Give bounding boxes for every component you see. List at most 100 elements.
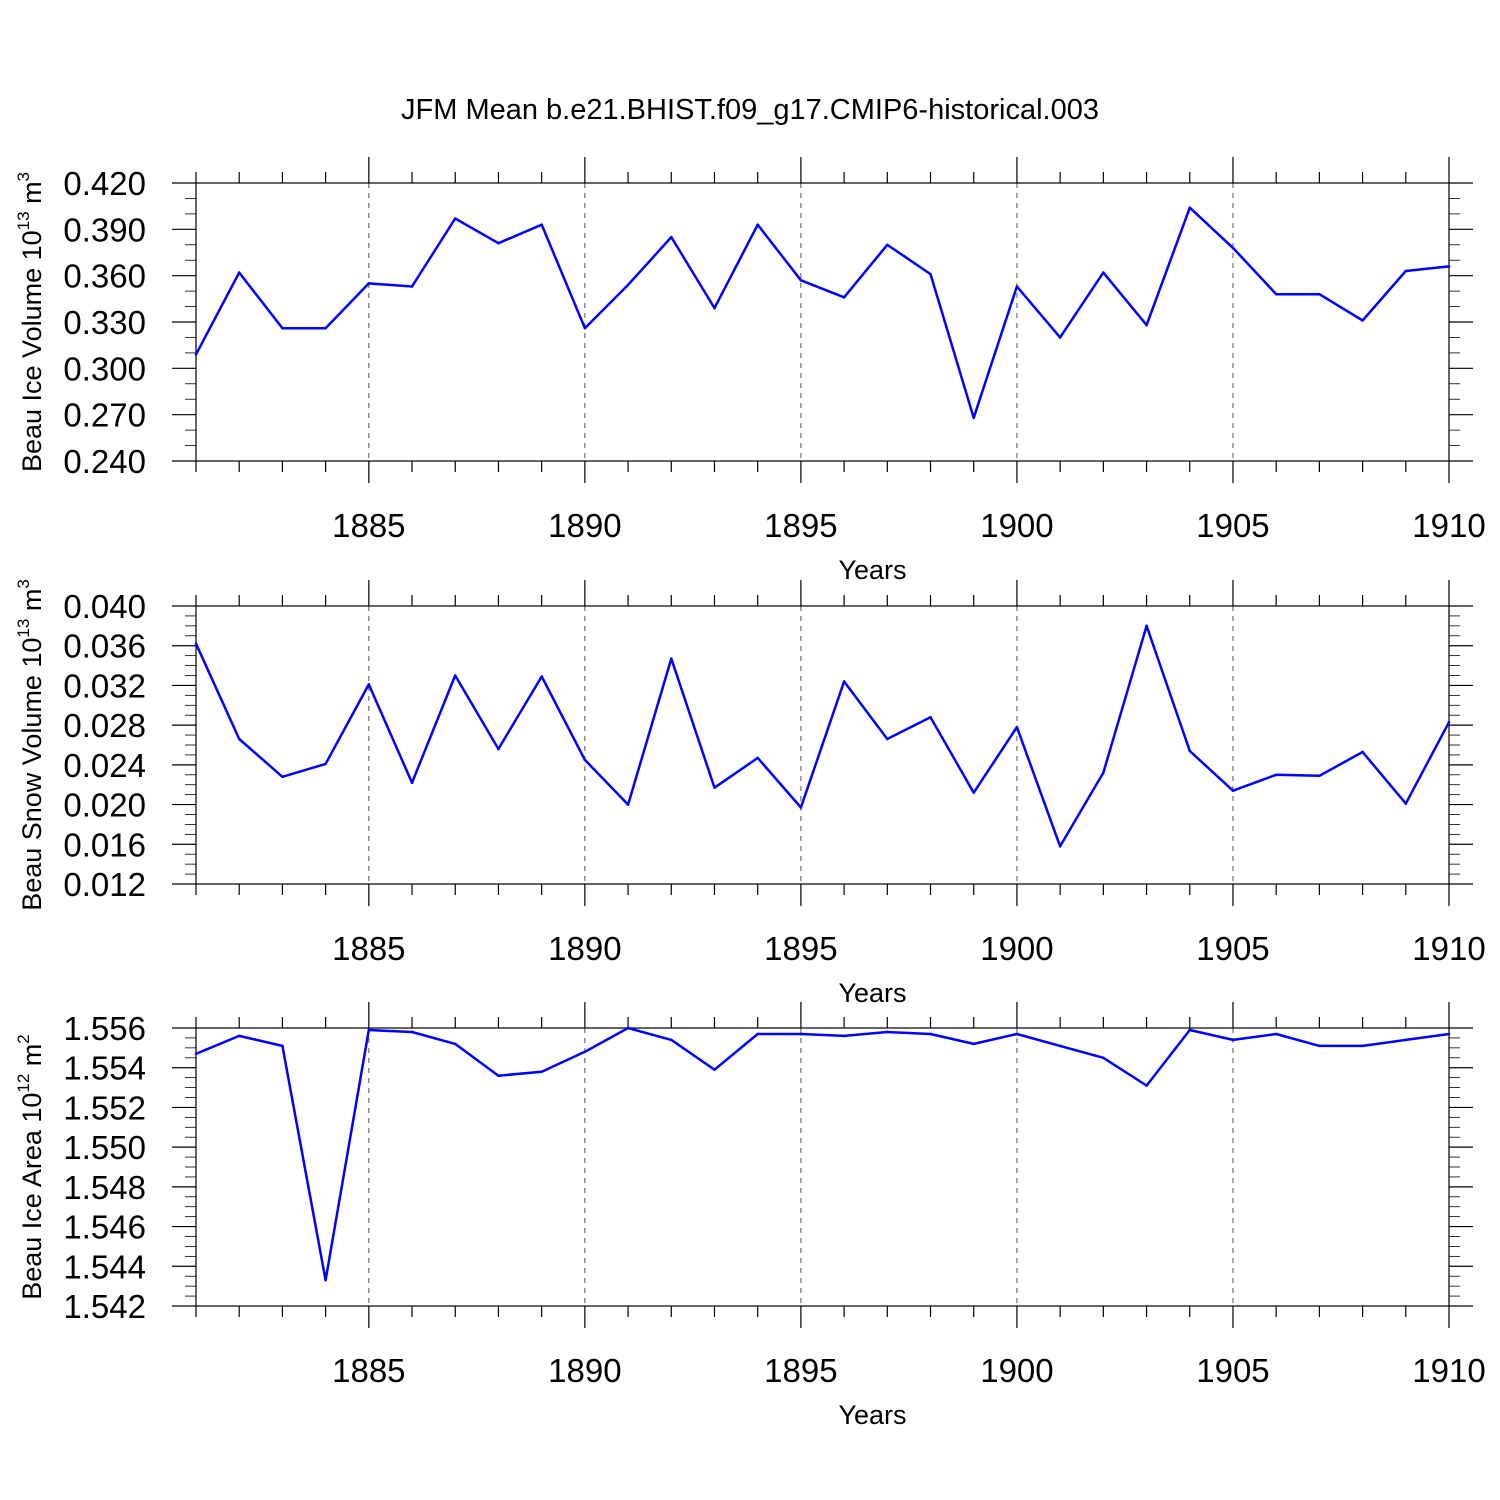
data-point [1102, 1056, 1105, 1060]
y-label-text: Beau Snow Volume 10 [17, 638, 47, 911]
data-point [1318, 774, 1321, 778]
x-axis-label: Years [838, 978, 906, 1008]
data-point [324, 1278, 327, 1282]
data-point [1274, 773, 1278, 777]
y-tick-label: 1.556 [63, 1010, 146, 1047]
data-point [1188, 206, 1192, 210]
x-tick-label: 1900 [980, 930, 1053, 967]
x-tick-label: 1905 [1196, 507, 1269, 544]
x-tick-label: 1890 [548, 507, 621, 544]
data-point [1145, 1084, 1148, 1087]
y-tick-label: 0.024 [63, 747, 146, 784]
data-point [1361, 1044, 1364, 1048]
y-label-text: Beau Ice Area 10 [17, 1093, 47, 1300]
chart-panel-snow-volume: 1885 1890 1895 1900 1905 1910Years0.0120.0160… [14, 579, 1486, 1008]
y-tick-label: 1.546 [63, 1209, 146, 1246]
x-tick-label: 1910 [1412, 507, 1485, 544]
data-point [410, 1030, 414, 1034]
x-tick-label: 1905 [1196, 930, 1269, 967]
x-tick-label: 1905 [1196, 1352, 1269, 1389]
series-line-ice-area [195, 1026, 1450, 1282]
data-point [713, 1068, 716, 1071]
data-point [1188, 749, 1192, 753]
y-tick-label: 0.020 [63, 787, 146, 824]
data-point [540, 675, 543, 678]
y-tick-label: 0.270 [63, 397, 146, 434]
data-point [1447, 1032, 1451, 1036]
y-tick-label: 0.300 [63, 350, 146, 387]
y-label-exponent: 13 [14, 619, 33, 638]
data-point [453, 674, 457, 677]
data-point [1188, 1028, 1192, 1032]
data-point [972, 416, 976, 420]
data-point [194, 642, 198, 646]
chart-panel-ice-volume: 1885 1890 1895 1900 1905 1910 Years 0.240 0.270 0… [14, 157, 1486, 585]
data-point [1274, 292, 1278, 296]
x-tick-label: 1900 [980, 507, 1053, 544]
data-point [1145, 624, 1148, 628]
x-axis-label: Years [838, 1400, 906, 1430]
data-point [756, 756, 759, 760]
data-point [1361, 319, 1364, 322]
y-tick-label: 1.552 [63, 1089, 146, 1126]
y-label-exponent: 3 [14, 579, 33, 588]
data-point [367, 683, 371, 686]
y-tick-label: 1.548 [63, 1169, 146, 1206]
data-point [497, 747, 500, 751]
y-tick-label: 0.028 [63, 707, 146, 744]
y-axis-label: Beau Ice Area 1012 m2 [14, 1034, 47, 1300]
data-point [497, 241, 500, 245]
x-tick-label: 1890 [548, 1352, 621, 1389]
data-point [1318, 1044, 1321, 1048]
data-point [626, 803, 630, 806]
y-tick-label: 0.240 [63, 443, 146, 480]
x-tick-label: 1900 [980, 1352, 1053, 1389]
y-label-exponent: 3 [14, 172, 33, 181]
data-point [324, 762, 327, 766]
y-label-exponent: 13 [14, 211, 33, 230]
chart-title: JFM Mean b.e21.BHIST.f09_g17.CMIP6-histo… [401, 94, 1099, 126]
data-point [1015, 1032, 1019, 1036]
plot-frame [195, 1027, 1450, 1307]
data-point [1274, 1032, 1278, 1036]
x-tick-label: 1885 [332, 1352, 405, 1389]
y-tick-label: 0.012 [63, 866, 146, 903]
y-tick-label: 1.544 [63, 1248, 146, 1285]
data-point [626, 1026, 630, 1030]
data-point [756, 223, 759, 226]
x-tick-label: 1895 [764, 507, 837, 544]
data-point [410, 285, 414, 288]
data-point [237, 271, 241, 274]
data-point [281, 326, 284, 330]
x-tick-label: 1910 [1412, 1352, 1485, 1389]
data-point [929, 715, 932, 719]
data-point [842, 295, 846, 299]
data-point [799, 1032, 803, 1036]
x-tick-label: 1890 [548, 930, 621, 967]
y-label-exponent: 2 [14, 1034, 33, 1043]
data-point [1102, 271, 1105, 274]
data-point [669, 657, 673, 660]
y-tick-label: 0.360 [63, 258, 146, 295]
data-point [540, 223, 543, 226]
y-tick-label: 0.330 [63, 304, 146, 341]
data-point [1231, 1038, 1235, 1042]
x-tick-label: 1885 [332, 930, 405, 967]
data-point [713, 306, 716, 310]
data-point [713, 786, 716, 789]
data-point [1231, 789, 1235, 792]
data-point [929, 1032, 932, 1036]
data-point [1404, 802, 1408, 805]
data-point [1318, 292, 1321, 296]
data-point [1058, 844, 1062, 848]
series-line-ice-volume [194, 206, 1450, 420]
y-axis-label: Beau Snow Volume 1013 m3 [14, 579, 47, 911]
data-point [842, 1034, 846, 1038]
chart-panel-ice-area: 1885 1890 1895 1900 1905 1910Years1.5421.5441… [14, 1002, 1486, 1430]
y-tick-label: 0.016 [63, 826, 146, 863]
y-label-text: m [17, 589, 47, 619]
series-line-snow-volume [194, 624, 1451, 848]
data-point [540, 1070, 543, 1073]
data-point [410, 781, 414, 785]
data-point [1015, 285, 1019, 288]
